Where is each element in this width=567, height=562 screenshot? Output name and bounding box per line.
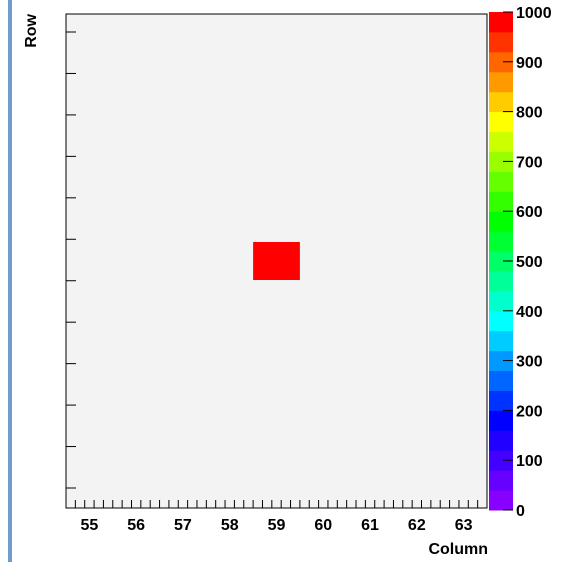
color-scale-segment bbox=[489, 211, 513, 232]
color-scale-label: 600 bbox=[516, 204, 543, 221]
color-scale-segment bbox=[489, 91, 513, 113]
x-tick-label: 60 bbox=[314, 517, 332, 534]
x-tick-label: 57 bbox=[174, 517, 192, 534]
x-tick-label: 61 bbox=[361, 517, 379, 534]
color-scale bbox=[489, 12, 513, 511]
color-scale-segment bbox=[489, 191, 513, 212]
color-scale-segment bbox=[489, 310, 513, 332]
x-tick-label: 55 bbox=[80, 517, 98, 534]
color-scale-segment bbox=[489, 231, 513, 252]
color-scale-segment bbox=[489, 490, 513, 511]
color-scale-label: 0 bbox=[516, 503, 525, 520]
color-scale-segment bbox=[489, 430, 513, 451]
color-scale-segment bbox=[489, 71, 513, 93]
x-tick-label: 59 bbox=[268, 517, 286, 534]
color-scale-segment bbox=[489, 171, 513, 192]
heatmap-cell bbox=[253, 242, 300, 280]
color-scale-segment bbox=[489, 470, 513, 491]
color-scale-segment bbox=[489, 31, 513, 53]
color-scale-segment bbox=[489, 450, 513, 471]
color-scale-label: 1000 bbox=[516, 5, 552, 22]
y-axis-label: Row bbox=[23, 13, 40, 47]
color-scale-segment bbox=[489, 270, 513, 292]
color-scale-segment bbox=[489, 290, 513, 312]
color-scale-segment bbox=[489, 370, 513, 391]
color-scale-segment bbox=[489, 12, 513, 33]
pad-border bbox=[8, 0, 12, 562]
color-scale-segment bbox=[489, 131, 513, 152]
color-scale-segment bbox=[489, 390, 513, 411]
heatmap-cells bbox=[253, 242, 300, 280]
x-tick-label: 56 bbox=[127, 517, 145, 534]
color-scale-label: 100 bbox=[516, 453, 543, 470]
color-scale-label: 200 bbox=[516, 403, 543, 420]
x-tick-label: 63 bbox=[455, 517, 473, 534]
color-scale-label: 500 bbox=[516, 254, 543, 271]
color-scale-segment bbox=[489, 111, 513, 133]
color-scale-segment bbox=[489, 350, 513, 372]
color-scale-segment bbox=[489, 330, 513, 352]
color-scale-label: 300 bbox=[516, 354, 543, 371]
x-axis: 55 56 57 58 59 60 61 62 63 bbox=[65, 500, 488, 534]
color-scale-segment bbox=[489, 251, 513, 272]
color-scale-label: 700 bbox=[516, 154, 543, 171]
color-scale-segment bbox=[489, 151, 513, 172]
x-axis-label: Column bbox=[428, 541, 488, 558]
color-scale-segment bbox=[489, 410, 513, 431]
color-scale-label: 400 bbox=[516, 304, 543, 321]
x-tick-label: 62 bbox=[408, 517, 426, 534]
color-scale-label: 800 bbox=[516, 105, 543, 122]
y-axis bbox=[66, 31, 76, 489]
color-scale-axis: 0 100 200 300 400 500 600 700 800 900 1000 bbox=[503, 5, 552, 520]
color-scale-segment bbox=[489, 51, 513, 73]
color-scale-label: 900 bbox=[516, 55, 543, 72]
x-tick-label: 58 bbox=[221, 517, 239, 534]
